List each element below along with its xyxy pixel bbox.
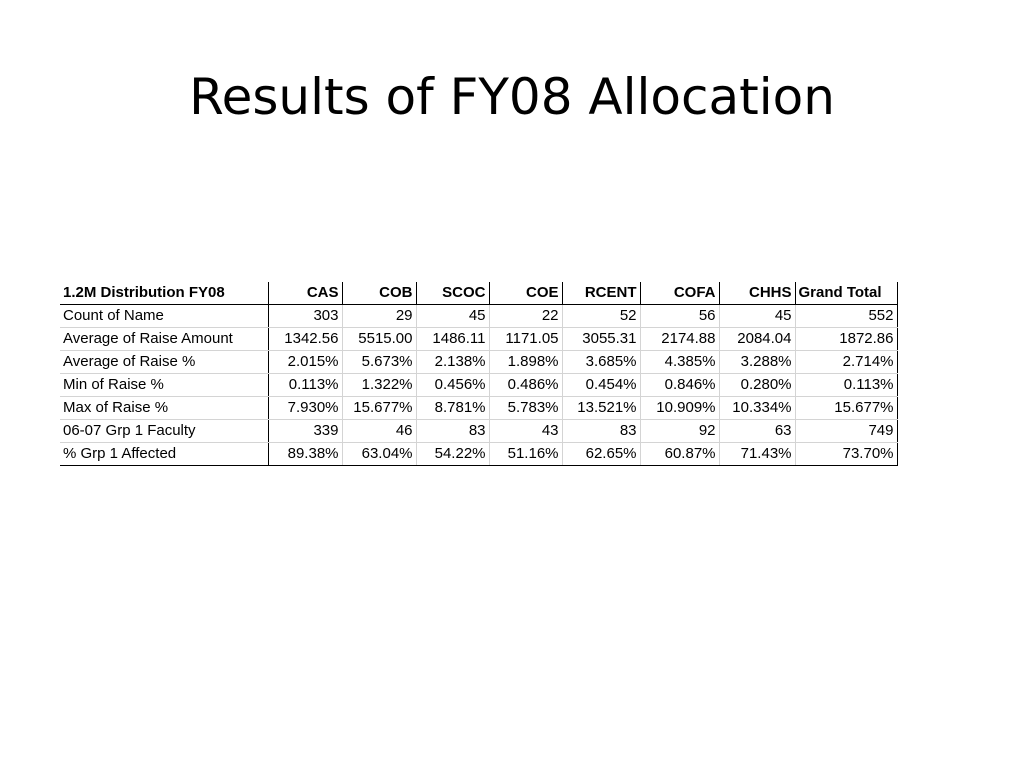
slide-title: Results of FY08 Allocation [189, 68, 835, 126]
table-cell: 0.113% [268, 373, 343, 397]
table-cell: 52 [562, 304, 641, 328]
table-cell: 552 [795, 304, 898, 328]
table-body: 1.2M Distribution FY08 CAS COB SCOC COE … [60, 282, 898, 466]
table-cell: 0.456% [416, 373, 490, 397]
table-cell: 71.43% [719, 442, 796, 466]
table-cell: 83 [416, 419, 490, 443]
table-cell: 4.385% [640, 350, 720, 374]
table-cell: 29 [342, 304, 417, 328]
table-cell: 1.322% [342, 373, 417, 397]
table-row: % Grp 1 Affected 89.38% 63.04% 54.22% 51.16%… [60, 442, 898, 466]
table-header-row: 1.2M Distribution FY08 CAS COB SCOC COE … [60, 282, 898, 305]
row-label: Count of Name [60, 304, 269, 328]
table-cell: 89.38% [268, 442, 343, 466]
table-cell: 2.015% [268, 350, 343, 374]
row-label: Average of Raise % [60, 350, 269, 374]
table-cell: 63 [719, 419, 796, 443]
table-cell: 54.22% [416, 442, 490, 466]
table-cell: 339 [268, 419, 343, 443]
table-row: Average of Raise Amount 1342.56 5515.00 148… [60, 327, 898, 351]
table-cell: 0.454% [562, 373, 641, 397]
row-label: 06-07 Grp 1 Faculty [60, 419, 269, 443]
table-cell: 83 [562, 419, 641, 443]
row-label: Average of Raise Amount [60, 327, 269, 351]
table-cell: 2.714% [795, 350, 898, 374]
table-cell: 43 [489, 419, 563, 443]
table-cell: 56 [640, 304, 720, 328]
row-label: Min of Raise % [60, 373, 269, 397]
table-cell: 13.521% [562, 396, 641, 420]
table-cell: 1872.86 [795, 327, 898, 351]
table-cell: 92 [640, 419, 720, 443]
column-header-grand-total: Grand Total [795, 282, 898, 305]
table-cell: 0.113% [795, 373, 898, 397]
column-header-cofa: COFA [640, 282, 720, 305]
table-row: Max of Raise % 7.930% 15.677% 8.781% 5.783% 1… [60, 396, 898, 420]
table-row: Count of Name 303 29 45 22 52 56 45 552 [60, 304, 898, 328]
table-cell: 1.898% [489, 350, 563, 374]
table-cell: 3055.31 [562, 327, 641, 351]
column-header-rcent: RCENT [562, 282, 641, 305]
table-cell: 46 [342, 419, 417, 443]
table-cell: 22 [489, 304, 563, 328]
results-table: 1.2M Distribution FY08 CAS COB SCOC COE … [60, 282, 898, 466]
results-table-container: 1.2M Distribution FY08 CAS COB SCOC COE … [60, 282, 898, 466]
table-cell: 45 [719, 304, 796, 328]
table-cell: 1486.11 [416, 327, 490, 351]
table-cell: 3.685% [562, 350, 641, 374]
column-header-scoc: SCOC [416, 282, 490, 305]
table-cell: 0.486% [489, 373, 563, 397]
table-cell: 3.288% [719, 350, 796, 374]
table-cell: 7.930% [268, 396, 343, 420]
table-cell: 2084.04 [719, 327, 796, 351]
table-cell: 10.334% [719, 396, 796, 420]
table-cell: 0.280% [719, 373, 796, 397]
table-cell: 749 [795, 419, 898, 443]
table-cell: 2174.88 [640, 327, 720, 351]
row-label: Max of Raise % [60, 396, 269, 420]
table-row: Average of Raise % 2.015% 5.673% 2.138% 1.89… [60, 350, 898, 374]
table-row: 06-07 Grp 1 Faculty 339 46 83 43 83 92 63 749 [60, 419, 898, 443]
table-cell: 5515.00 [342, 327, 417, 351]
table-cell: 5.673% [342, 350, 417, 374]
table-cell: 10.909% [640, 396, 720, 420]
table-cell: 0.846% [640, 373, 720, 397]
column-header-chhs: CHHS [719, 282, 796, 305]
table-cell: 15.677% [795, 396, 898, 420]
table-cell: 8.781% [416, 396, 490, 420]
table-corner-label: 1.2M Distribution FY08 [60, 282, 269, 305]
column-header-coe: COE [489, 282, 563, 305]
table-cell: 73.70% [795, 442, 898, 466]
table-cell: 60.87% [640, 442, 720, 466]
column-header-cob: COB [342, 282, 417, 305]
table-cell: 62.65% [562, 442, 641, 466]
table-cell: 2.138% [416, 350, 490, 374]
table-cell: 63.04% [342, 442, 417, 466]
table-row: Min of Raise % 0.113% 1.322% 0.456% 0.486% 0.… [60, 373, 898, 397]
column-header-cas: CAS [268, 282, 343, 305]
table-cell: 5.783% [489, 396, 563, 420]
table-cell: 51.16% [489, 442, 563, 466]
table-cell: 1342.56 [268, 327, 343, 351]
row-label: % Grp 1 Affected [60, 442, 269, 466]
table-cell: 1171.05 [489, 327, 563, 351]
table-cell: 303 [268, 304, 343, 328]
table-cell: 15.677% [342, 396, 417, 420]
table-cell: 45 [416, 304, 490, 328]
